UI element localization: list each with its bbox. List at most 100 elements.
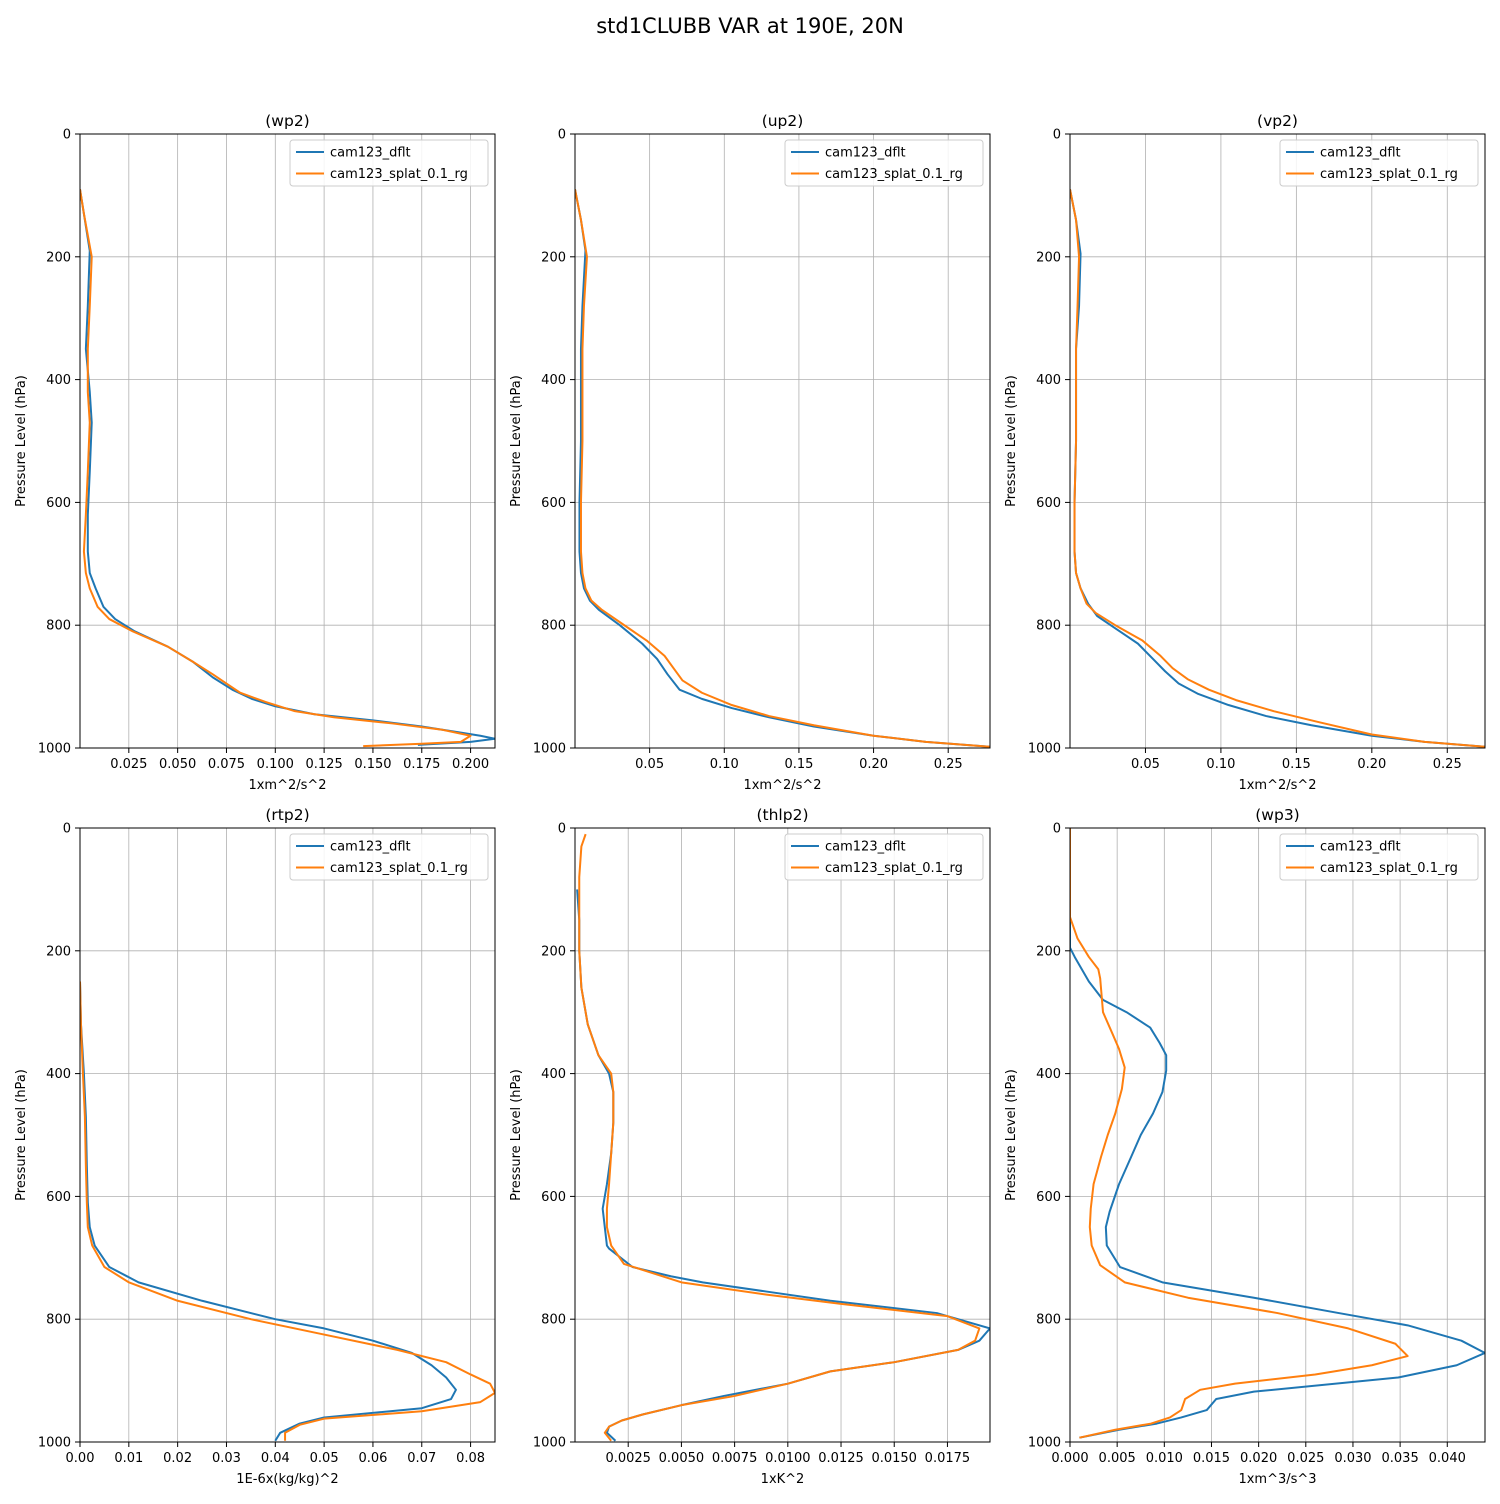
subplot-title: (up2) (762, 112, 804, 130)
series-line-cam123_splat_0.1_rg (80, 189, 472, 748)
y-tick-label: 400 (46, 373, 71, 388)
y-axis-label: Pressure Level (hPa) (509, 375, 524, 507)
legend-entry: cam123_dflt (1320, 840, 1401, 855)
x-tick-label: 0.050 (159, 757, 196, 772)
x-tick-label: 0.06 (358, 1451, 387, 1466)
legend-box (784, 833, 984, 881)
x-tick-label: 0.0175 (925, 1451, 971, 1466)
legend-entry: cam123_splat_0.1_rg (1320, 167, 1458, 182)
y-tick-label: 0 (63, 822, 71, 837)
legend-entry: cam123_dflt (825, 146, 906, 161)
y-axis-label: Pressure Level (hPa) (14, 1069, 29, 1201)
y-tick-label: 400 (541, 1067, 566, 1082)
x-tick-label: 0.20 (859, 757, 888, 772)
y-axis-label: Pressure Level (hPa) (509, 1069, 524, 1201)
y-tick-label: 600 (541, 1190, 566, 1205)
y-tick-label: 0 (1053, 822, 1061, 837)
subplot-2: 0.05 0.10 0.15 0.20 0.25 0 200 400 600 800 1000 (vp… (1004, 112, 1486, 793)
x-tick-label: 0.175 (403, 757, 440, 772)
legend-box (1279, 833, 1479, 881)
y-axis-label: Pressure Level (hPa) (14, 375, 29, 507)
x-tick-label: 0.015 (1193, 1451, 1230, 1466)
x-tick-label: 0.040 (1429, 1451, 1466, 1466)
y-tick-label: 600 (46, 1190, 71, 1205)
x-tick-label: 0.005 (1099, 1451, 1136, 1466)
y-tick-label: 400 (46, 1067, 71, 1082)
x-tick-label: 0.075 (208, 757, 245, 772)
x-tick-label: 0.020 (1240, 1451, 1277, 1466)
y-tick-label: 200 (46, 250, 71, 265)
x-tick-label: 0.25 (934, 757, 963, 772)
subplot-title: (thlp2) (756, 806, 808, 824)
y-tick-label: 400 (541, 373, 566, 388)
x-tick-label: 0.10 (1206, 757, 1235, 772)
legend: cam123_dflt cam123_splat_0.1_rg (784, 833, 984, 881)
y-tick-label: 800 (541, 619, 566, 634)
legend-entry: cam123_splat_0.1_rg (330, 167, 468, 182)
legend-entry: cam123_splat_0.1_rg (1320, 861, 1458, 876)
subplot-title: (wp3) (1255, 806, 1299, 824)
y-axis-label: Pressure Level (hPa) (1004, 375, 1019, 507)
x-tick-label: 0.0125 (818, 1451, 864, 1466)
series-line-cam123_dflt (576, 889, 990, 1442)
axes-frame (1069, 827, 1486, 1443)
x-tick-label: 0.010 (1146, 1451, 1183, 1466)
legend: cam123_dflt cam123_splat_0.1_rg (1279, 139, 1479, 187)
y-tick-label: 1000 (1028, 742, 1061, 757)
x-tick-label: 0.15 (1282, 757, 1311, 772)
y-tick-label: 800 (46, 1313, 71, 1328)
x-tick-label: 0.150 (354, 757, 391, 772)
legend-entry: cam123_splat_0.1_rg (825, 861, 963, 876)
axes-frame (79, 133, 496, 749)
x-axis-label: 1xm^2/s^2 (1238, 778, 1316, 793)
y-tick-label: 200 (1036, 944, 1061, 959)
subplot-4: 0.0025 0.0050 0.0075 0.0100 0.0125 0.0150 0.01… (509, 806, 991, 1487)
y-tick-label: 800 (46, 619, 71, 634)
y-tick-label: 200 (541, 944, 566, 959)
series-line-cam123_dflt (1070, 189, 1485, 748)
y-axis-label: Pressure Level (hPa) (1004, 1069, 1019, 1201)
x-axis-label: 1xK^2 (761, 1472, 805, 1487)
y-tick-label: 0 (63, 128, 71, 143)
legend-box (1279, 139, 1479, 187)
series-line-cam123_splat_0.1_rg (80, 981, 495, 1441)
axes-frame (1069, 133, 1486, 749)
legend-entry: cam123_splat_0.1_rg (825, 167, 963, 182)
legend-entry: cam123_dflt (1320, 146, 1401, 161)
x-axis-label: 1xm^2/s^2 (248, 778, 326, 793)
legend-box (784, 139, 984, 187)
series-line-cam123_dflt (1070, 828, 1485, 1439)
subplot-title: (rtp2) (265, 806, 309, 824)
legend: cam123_dflt cam123_splat_0.1_rg (289, 833, 489, 881)
x-tick-label: 0.25 (1433, 757, 1462, 772)
x-tick-label: 0.00 (66, 1451, 95, 1466)
legend-entry: cam123_dflt (330, 146, 411, 161)
y-tick-label: 0 (1053, 128, 1061, 143)
x-tick-label: 0.0075 (712, 1451, 758, 1466)
series-line-cam123_splat_0.1_rg (578, 833, 981, 1442)
x-tick-label: 0.02 (163, 1451, 192, 1466)
y-tick-label: 1000 (38, 742, 71, 757)
x-tick-label: 0.04 (261, 1451, 290, 1466)
series-line-cam123_dflt (80, 981, 457, 1442)
axes-frame (574, 827, 991, 1443)
legend-entry: cam123_splat_0.1_rg (330, 861, 468, 876)
subplot-title: (wp2) (265, 112, 309, 130)
series-line-cam123_splat_0.1_rg (575, 189, 990, 748)
legend: cam123_dflt cam123_splat_0.1_rg (784, 139, 984, 187)
x-tick-label: 0.01 (114, 1451, 143, 1466)
x-tick-label: 0.0150 (871, 1451, 917, 1466)
x-tick-label: 0.0100 (765, 1451, 811, 1466)
x-tick-label: 0.000 (1051, 1451, 1088, 1466)
y-tick-label: 0 (558, 128, 566, 143)
y-tick-label: 600 (1036, 496, 1061, 511)
x-axis-label: 1xm^2/s^2 (743, 778, 821, 793)
legend: cam123_dflt cam123_splat_0.1_rg (1279, 833, 1479, 881)
y-tick-label: 800 (1036, 1313, 1061, 1328)
y-tick-label: 600 (1036, 1190, 1061, 1205)
x-tick-label: 0.200 (452, 757, 489, 772)
y-tick-label: 1000 (533, 1436, 566, 1451)
x-axis-label: 1xm^3/s^3 (1238, 1472, 1316, 1487)
